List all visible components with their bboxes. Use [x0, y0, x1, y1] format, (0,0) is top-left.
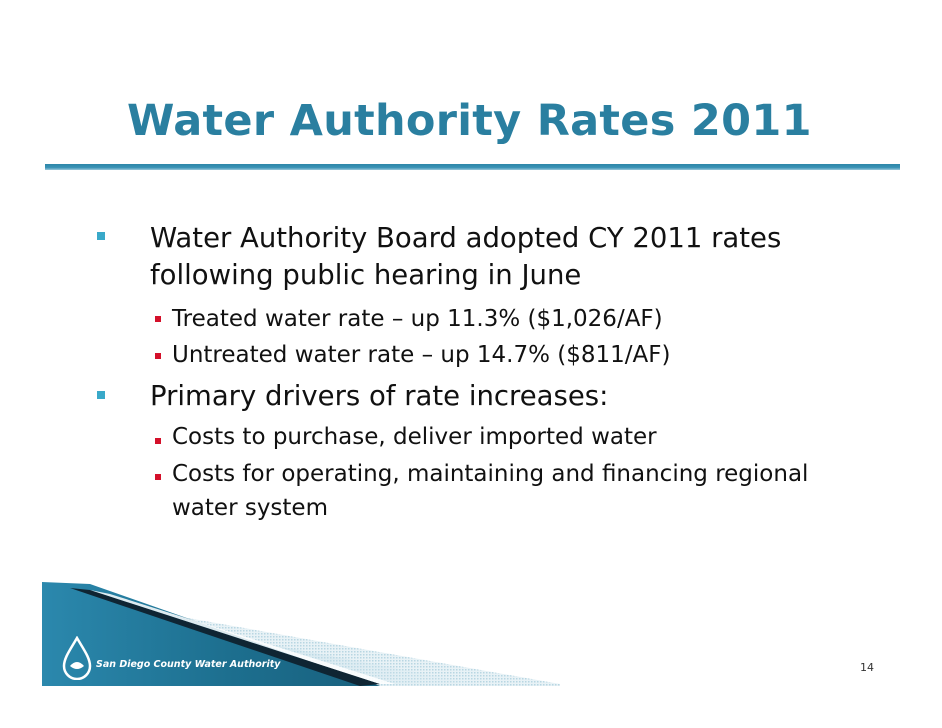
bullet-2-sub-2-line-2: water system [172, 495, 328, 521]
bullet-2-line-1: Primary drivers of rate increases: [150, 380, 609, 412]
footer-band [42, 582, 560, 686]
bullet-1-sub-1: Treated water rate – up 11.3% ($1,026/AF… [172, 306, 663, 332]
bullet-marker-icon [97, 232, 105, 240]
bullet-2-sub-2-line-1: Costs for operating, maintaining and fin… [172, 461, 809, 487]
bullet-marker-icon [97, 391, 105, 399]
bullet-2-sub-1: Costs to purchase, deliver imported wate… [172, 424, 657, 450]
bullet-1-sub-2: Untreated water rate – up 14.7% ($811/AF… [172, 342, 671, 368]
sub-bullet-marker-icon [155, 316, 161, 322]
page-number: 14 [860, 661, 874, 674]
sub-bullet-marker-icon [155, 474, 161, 480]
sub-bullet-marker-icon [155, 353, 161, 359]
title-underline [45, 164, 900, 170]
sub-bullet-marker-icon [155, 438, 161, 444]
slide-title: Water Authority Rates 2011 [127, 96, 812, 146]
bullet-1-line-1: Water Authority Board adopted CY 2011 ra… [150, 222, 782, 254]
bullet-1-line-2: following public hearing in June [150, 259, 582, 291]
water-drop-logo-icon [62, 636, 92, 680]
organization-logo-text: San Diego County Water Authority [96, 659, 281, 670]
